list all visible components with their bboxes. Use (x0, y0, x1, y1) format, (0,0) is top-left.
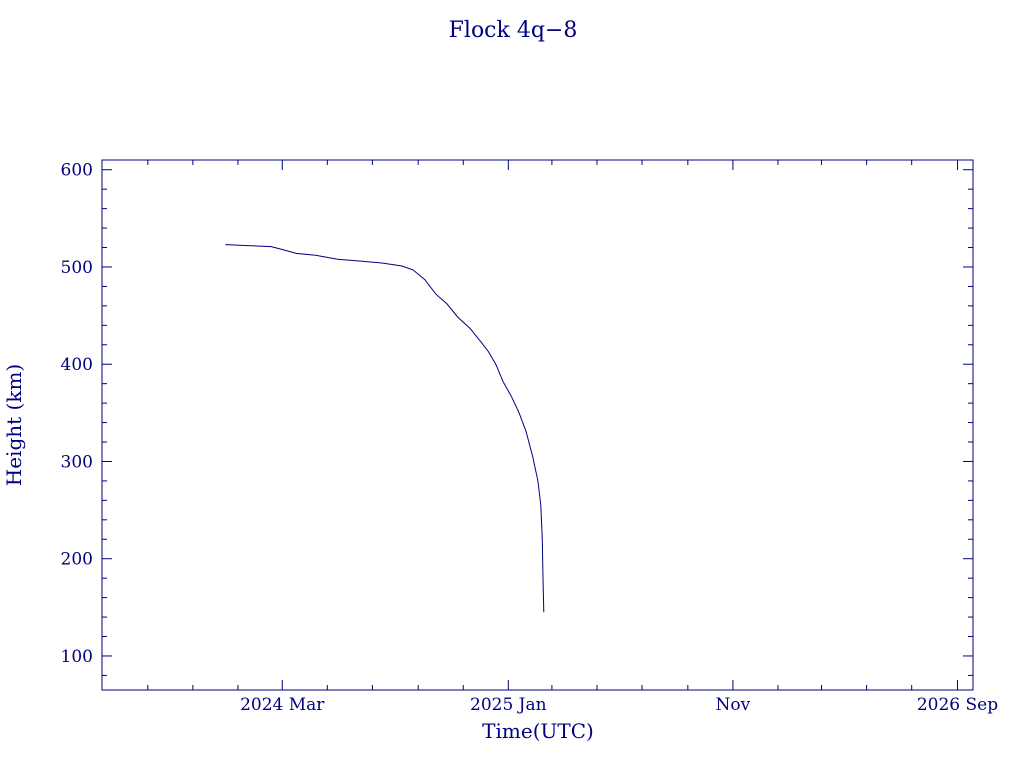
y-axis-label: Height (km) (2, 364, 26, 486)
y-tick-label: 600 (61, 161, 93, 181)
y-axis-ticks (102, 169, 973, 676)
series-line-height (225, 244, 545, 613)
y-tick-label: 100 (61, 647, 93, 667)
y-tick-label: 200 (61, 550, 93, 570)
x-tick-label: 2024 Mar (240, 695, 325, 715)
x-tick-label: 2026 Sep (917, 695, 998, 715)
y-tick-label: 300 (61, 452, 93, 472)
x-axis-label: Time(UTC) (482, 719, 594, 743)
y-tick-label: 400 (61, 355, 93, 375)
x-tick-label: 2025 Jan (470, 695, 547, 715)
x-axis-tick-labels: 2024 Mar 2025 Jan Nov 2026 Sep (240, 695, 998, 715)
x-tick-label: Nov (716, 695, 751, 715)
x-axis-ticks (147, 160, 958, 690)
y-tick-label: 500 (61, 258, 93, 278)
y-axis-tick-labels: 100 200 300 400 500 600 (61, 161, 93, 667)
chart-title: Flock 4q−8 (449, 18, 578, 43)
plot-frame (101, 159, 974, 691)
